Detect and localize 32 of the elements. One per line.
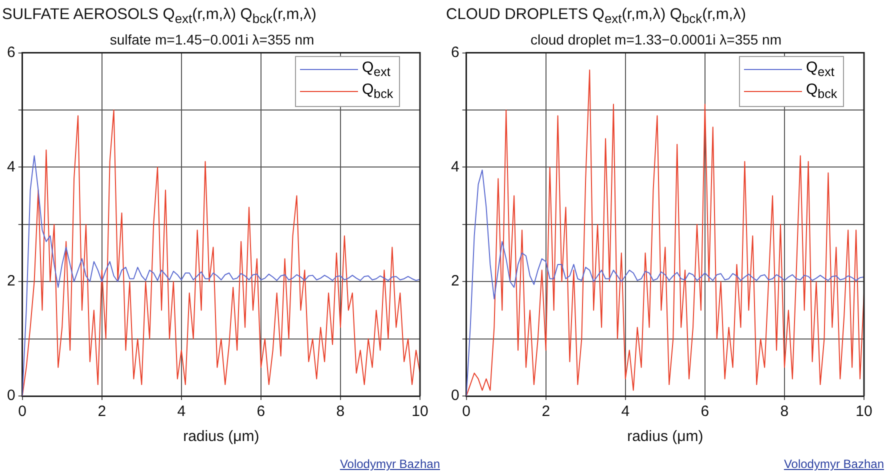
x-axis-title: radius (μm) (627, 428, 704, 446)
y-tick-label: 4 (451, 158, 460, 176)
y-tick-label: 6 (7, 44, 16, 61)
legend-label: Q$_{bck}$ (362, 80, 394, 103)
y-tick-label: 6 (451, 44, 460, 61)
y-tick-label: 2 (7, 272, 16, 290)
x-tick-label: 8 (336, 403, 345, 420)
text: Volodymyr Bazhan (340, 457, 440, 471)
chart-subtitle: cloud droplet m=1.33−0.0001i λ=355 nm (530, 31, 782, 48)
y-tick-label: 4 (7, 158, 16, 176)
x-axis-title: radius (μm) (183, 428, 260, 446)
legend-label: Q$_{ext}$ (362, 58, 390, 81)
y-tick-label: 0 (451, 387, 460, 404)
x-tick-label: 8 (780, 403, 789, 420)
legend-label: Q$_{ext}$ (806, 58, 834, 81)
chart-title: CLOUD DROPLETS Q$_{ext}$(r,m,λ) Q$_{bck}$(r,m,λ) (445, 5, 747, 28)
x-tick-label: 4 (621, 403, 630, 420)
chart-subtitle: sulfate m=1.45−0.001i λ=355 nm (110, 31, 314, 48)
legend-label: Q$_{bck}$ (806, 80, 838, 103)
x-tick-label: 6 (256, 403, 266, 420)
x-tick-label: 10 (856, 403, 872, 420)
x-tick-label: 4 (177, 403, 186, 420)
x-tick-label: 2 (542, 403, 550, 420)
x-tick-label: 10 (412, 403, 428, 420)
x-tick-label: 0 (462, 403, 471, 420)
x-tick-label: 2 (98, 403, 106, 420)
y-tick-label: 2 (451, 272, 460, 290)
chart-title: SULFATE AEROSOLS Q$_{ext}$(r,m,λ) Q$_{bck}$(r,m,λ) (1, 5, 318, 28)
y-tick-label: 0 (7, 387, 16, 404)
x-tick-label: 6 (700, 403, 710, 420)
text: Volodymyr Bazhan (784, 457, 884, 471)
x-tick-label: 0 (18, 403, 27, 420)
